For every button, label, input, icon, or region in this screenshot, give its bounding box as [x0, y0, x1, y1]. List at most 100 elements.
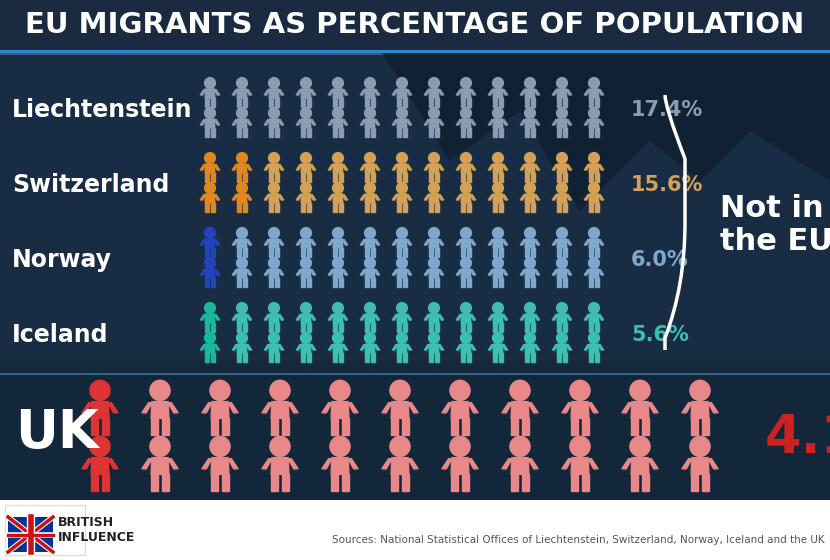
Polygon shape [708, 459, 718, 469]
Polygon shape [202, 403, 212, 413]
Polygon shape [278, 90, 284, 95]
Polygon shape [552, 240, 558, 245]
Polygon shape [333, 128, 337, 137]
Polygon shape [269, 128, 273, 137]
Polygon shape [598, 165, 603, 170]
Polygon shape [333, 248, 337, 257]
Polygon shape [691, 474, 698, 491]
Polygon shape [200, 240, 206, 245]
Circle shape [237, 302, 247, 314]
Polygon shape [457, 344, 461, 350]
Polygon shape [339, 248, 343, 257]
Polygon shape [214, 269, 220, 275]
Polygon shape [622, 459, 632, 469]
Polygon shape [102, 474, 109, 491]
Circle shape [364, 108, 375, 118]
Polygon shape [269, 203, 273, 212]
Polygon shape [438, 269, 444, 275]
Circle shape [461, 183, 471, 193]
Polygon shape [91, 474, 98, 491]
Polygon shape [461, 418, 469, 435]
Circle shape [588, 258, 599, 268]
Polygon shape [595, 353, 598, 362]
Polygon shape [398, 98, 401, 107]
Polygon shape [301, 89, 310, 98]
Polygon shape [435, 323, 439, 332]
Polygon shape [371, 173, 375, 182]
Polygon shape [488, 120, 494, 125]
Polygon shape [461, 314, 471, 323]
Polygon shape [429, 344, 439, 353]
Polygon shape [595, 248, 598, 257]
FancyBboxPatch shape [0, 55, 830, 375]
Polygon shape [398, 239, 407, 248]
Polygon shape [499, 98, 503, 107]
Polygon shape [457, 90, 461, 95]
Text: 6.0%: 6.0% [631, 250, 689, 270]
Polygon shape [589, 119, 598, 128]
Polygon shape [243, 203, 247, 212]
Polygon shape [339, 278, 343, 287]
Polygon shape [301, 323, 305, 332]
Polygon shape [502, 90, 508, 95]
Polygon shape [562, 459, 572, 469]
Polygon shape [468, 459, 478, 469]
Polygon shape [493, 164, 503, 173]
Polygon shape [211, 323, 215, 332]
Polygon shape [310, 344, 315, 350]
Polygon shape [557, 314, 567, 323]
Polygon shape [296, 240, 301, 245]
Polygon shape [237, 173, 241, 182]
Polygon shape [205, 164, 215, 173]
Polygon shape [493, 323, 497, 332]
Polygon shape [566, 240, 572, 245]
Polygon shape [329, 90, 334, 95]
Circle shape [492, 227, 504, 239]
Circle shape [588, 333, 599, 343]
Polygon shape [571, 458, 589, 474]
Polygon shape [429, 173, 433, 182]
Polygon shape [557, 239, 567, 248]
Polygon shape [329, 240, 334, 245]
Polygon shape [281, 474, 289, 491]
Polygon shape [296, 120, 301, 125]
Polygon shape [424, 344, 430, 350]
Polygon shape [499, 203, 503, 212]
Polygon shape [211, 248, 215, 257]
Polygon shape [278, 315, 284, 320]
Polygon shape [471, 165, 476, 170]
Polygon shape [435, 353, 439, 362]
Polygon shape [598, 315, 603, 320]
Polygon shape [493, 119, 503, 128]
Circle shape [210, 380, 230, 400]
Polygon shape [525, 194, 535, 203]
Circle shape [557, 78, 568, 88]
Polygon shape [214, 90, 220, 95]
Polygon shape [584, 315, 589, 320]
Circle shape [90, 380, 110, 400]
Polygon shape [237, 119, 247, 128]
Circle shape [525, 227, 535, 239]
Polygon shape [142, 459, 152, 469]
Circle shape [525, 333, 535, 343]
Polygon shape [429, 128, 433, 137]
Polygon shape [382, 459, 392, 469]
Polygon shape [360, 165, 366, 170]
Polygon shape [365, 269, 375, 278]
Polygon shape [365, 314, 375, 323]
Circle shape [492, 258, 504, 268]
Polygon shape [631, 474, 638, 491]
Circle shape [300, 153, 311, 164]
Polygon shape [393, 195, 398, 200]
Polygon shape [511, 474, 518, 491]
Circle shape [300, 78, 311, 88]
Circle shape [570, 380, 590, 400]
Polygon shape [211, 458, 229, 474]
Polygon shape [222, 474, 229, 491]
Circle shape [428, 183, 439, 193]
Polygon shape [563, 173, 567, 182]
Polygon shape [493, 344, 503, 353]
Polygon shape [271, 458, 289, 474]
Polygon shape [429, 164, 439, 173]
Polygon shape [557, 278, 561, 287]
